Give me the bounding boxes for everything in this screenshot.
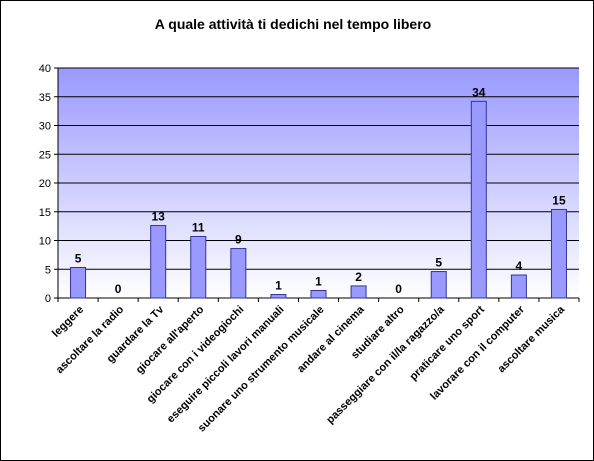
data-label: 11 [192,220,205,234]
bar [70,267,87,299]
y-tick-label: 20 [39,178,51,190]
category-label: ascoltare la radio [54,303,127,376]
y-tick-label: 10 [39,236,51,248]
bar [230,248,247,299]
data-label: 9 [235,233,242,247]
bar [190,235,207,299]
y-tick-label: 0 [45,293,51,305]
data-label: 5 [435,256,442,270]
data-label: 2 [355,270,362,284]
data-label: 1 [275,279,282,293]
data-label: 0 [395,282,402,296]
category-label: leggere [50,304,86,340]
y-tick-label: 25 [39,149,51,161]
bar [350,285,367,299]
y-tick-label: 5 [45,264,51,276]
y-tick-label: 15 [39,207,51,219]
gridlines [58,67,579,270]
data-label: 0 [115,282,122,296]
data-label: 5 [75,252,82,266]
y-tick-label: 30 [39,121,51,133]
bar [430,271,447,299]
bar [550,208,567,299]
bar [150,225,167,299]
data-label: 1 [315,275,322,289]
bar [270,294,287,299]
bar [510,274,527,299]
data-label: 15 [552,193,566,207]
bars [70,100,567,299]
data-label: 13 [152,210,166,224]
y-tick-label: 40 [39,63,51,75]
bar [470,100,487,299]
category-label: praticare uno sport [408,303,488,383]
chart-title: A quale attività ti dedichi nel tempo li… [155,16,431,32]
category-label: andare al cinema [295,303,367,375]
y-tick-label: 35 [39,92,51,104]
category-label: giocare all'aperto [134,303,207,376]
data-label: 4 [516,259,523,273]
bar [310,290,327,299]
data-label: 34 [472,85,486,99]
category-label: ascoltare musica [495,303,567,375]
